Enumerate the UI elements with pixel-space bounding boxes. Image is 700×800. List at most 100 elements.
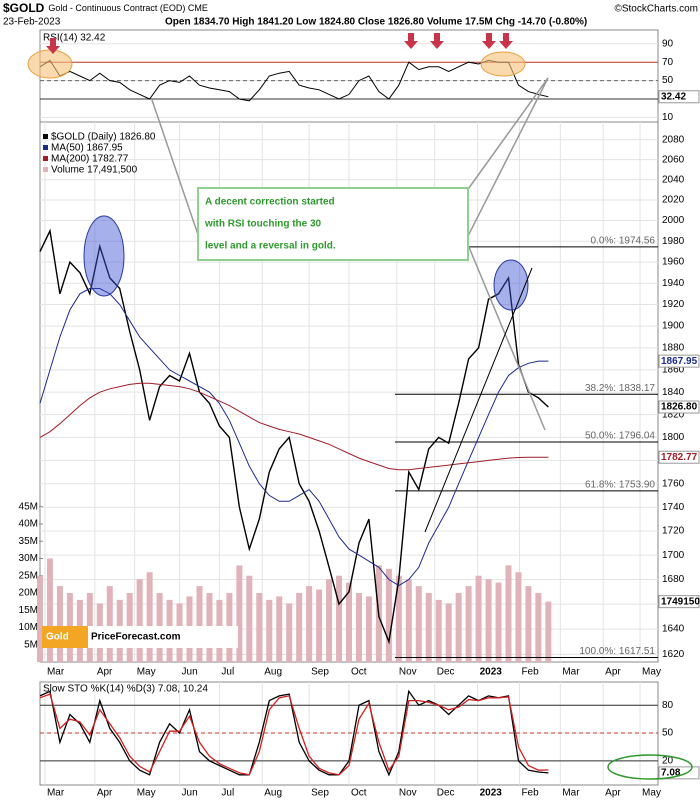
highlight-ellipse [607, 754, 693, 780]
y-tick-label: 1720 [662, 526, 685, 537]
x-tick-label: Oct [351, 667, 367, 678]
fib-label: 0.0%: 1974.56 [591, 235, 656, 246]
value-tag-box [658, 400, 700, 414]
x-tick-label: 2023 [480, 788, 503, 799]
y-tick-label: 10 [662, 112, 674, 123]
logo-text: PriceForecast.com [91, 632, 181, 643]
value-tag: 7.08 [661, 768, 681, 779]
volume-bar [515, 572, 522, 662]
trend-line [424, 267, 533, 533]
y-tick-label: 1900 [662, 321, 685, 332]
y-tick-label: 1820 [662, 409, 685, 420]
highlight-ellipse [27, 49, 73, 79]
x-tick-label: Nov [399, 667, 417, 678]
x-tick-label: Apr [605, 667, 621, 678]
value-tag: 32.42 [661, 91, 686, 102]
volume-bar [256, 592, 263, 662]
value-tag-box [658, 354, 700, 368]
arrow [482, 33, 496, 49]
value-tag-box [658, 90, 700, 104]
series-line [39, 693, 549, 776]
y-tick-label: 20 [662, 756, 674, 767]
volume-bar [535, 592, 542, 662]
volume-bar [435, 599, 442, 662]
x-tick-label: Mar [562, 788, 580, 799]
arrow [46, 38, 60, 54]
y2-tick-label: 5M [24, 639, 38, 650]
legend-swatch [43, 167, 48, 172]
volume-bar [296, 592, 303, 662]
y-tick-label: 2000 [662, 215, 685, 226]
value-tag: 1826.80 [661, 402, 698, 413]
arrow [404, 33, 418, 49]
x-tick-label: May [642, 667, 661, 678]
volume-bar [365, 596, 372, 662]
volume-bar [465, 586, 472, 662]
volume-bar [196, 586, 203, 662]
volume-bar [475, 575, 482, 662]
date: 23-Feb-2023 [3, 17, 61, 28]
y-tick-label: 1740 [662, 502, 685, 513]
x-tick-label: Oct [351, 788, 367, 799]
volume-bar [505, 565, 512, 662]
y-tick-label: 2020 [662, 195, 685, 206]
legend-swatch [43, 134, 48, 139]
x-tick-label: Apr [97, 788, 113, 799]
callout-text: level and a reversal in gold. [205, 241, 336, 252]
y-tick-label: 2080 [662, 134, 685, 145]
y-tick-label: 1860 [662, 365, 685, 376]
volume-bar [346, 582, 352, 662]
x-tick-label: May [137, 788, 156, 799]
callout-text: with RSI touching the 30 [204, 219, 322, 230]
panel-title: Slow STO %K(14) %D(3) 7.08, 10.24 [43, 684, 208, 695]
volume-bar [455, 592, 462, 662]
y2-tick-label: 35M [19, 536, 38, 547]
series-line [39, 228, 549, 645]
series-line [39, 689, 549, 777]
panel-title: RSI(14) 32.42 [43, 33, 106, 44]
highlight-ellipse [83, 215, 125, 297]
volume-bar [56, 586, 63, 662]
x-tick-label: Apr [605, 788, 621, 799]
volume-bar [545, 601, 552, 662]
x-tick-label: May [642, 788, 661, 799]
volume-bar [395, 575, 402, 662]
x-tick-label: Dec [437, 788, 455, 799]
value-tag: 1749150 [661, 596, 700, 607]
volume-bar [136, 579, 143, 662]
fib-label: 61.8%: 1753.90 [585, 479, 655, 490]
value-tag-box [658, 595, 700, 609]
x-tick-label: Mar [47, 667, 65, 678]
annotations: A decent correction started with RSI tou… [27, 33, 693, 780]
volume-bar [316, 589, 323, 662]
y-tick-label: 1840 [662, 387, 685, 398]
x-tick-label: Jul [221, 667, 234, 678]
y-tick-label: 1940 [662, 278, 685, 289]
volume-bar [445, 603, 452, 662]
x-tick-label: Jul [221, 788, 234, 799]
volume-bar [355, 592, 362, 662]
volume-bar [37, 575, 43, 662]
y-tick-label: 1620 [662, 649, 685, 660]
x-tick-label: Jun [182, 667, 198, 678]
symbol: $GOLD [3, 1, 45, 15]
callout-line [465, 77, 549, 193]
volume-bar [495, 582, 502, 662]
y-tick-label: 70 [662, 57, 674, 68]
x-tick-label: Dec [437, 667, 455, 678]
fib-label: 100.0%: 1617.51 [579, 646, 655, 657]
trend-lines [424, 267, 533, 533]
y-tick-label: 50 [662, 728, 674, 739]
series-line [39, 382, 549, 471]
x-tick-label: May [137, 667, 156, 678]
x-tick-label: Aug [264, 667, 282, 678]
callout-box [197, 187, 469, 261]
y-tick-label: 50 [662, 75, 674, 86]
arrow [430, 33, 444, 49]
x-tick-label: 2023 [480, 667, 503, 678]
volume-bar [306, 586, 313, 662]
legend-label: $GOLD (Daily) 1826.80 [51, 132, 156, 143]
volume-bar [146, 572, 153, 662]
volume-bar [525, 586, 532, 662]
